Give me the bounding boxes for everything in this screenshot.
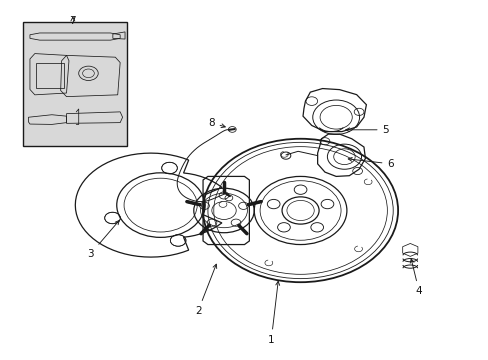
Text: 5: 5	[345, 125, 388, 135]
Text: 8: 8	[207, 118, 225, 128]
FancyBboxPatch shape	[22, 22, 127, 146]
Text: 2: 2	[194, 264, 216, 316]
Text: 4: 4	[409, 259, 422, 296]
Text: 1: 1	[267, 281, 279, 345]
Text: 7: 7	[69, 17, 76, 27]
Text: 3: 3	[87, 221, 119, 258]
Text: 6: 6	[347, 157, 393, 169]
